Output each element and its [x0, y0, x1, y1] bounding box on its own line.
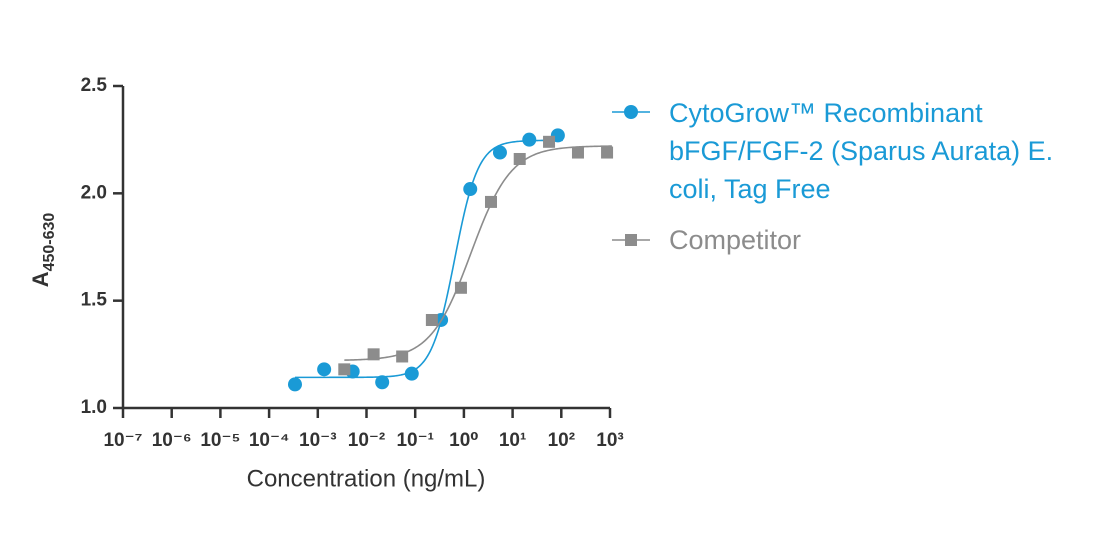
data-point	[375, 375, 390, 390]
data-point	[317, 362, 332, 377]
fit-curve	[344, 145, 612, 361]
x-tick-label: 10⁻⁵	[200, 430, 240, 451]
x-tick-label: 10¹	[499, 430, 526, 451]
data-point	[425, 313, 438, 326]
data-point	[454, 281, 467, 294]
data-point	[338, 363, 351, 376]
data-point	[543, 135, 556, 148]
x-tick-label: 10⁻⁴	[249, 430, 290, 451]
y-axis-label-subscript: 450-630	[41, 213, 58, 272]
data-point	[484, 195, 497, 208]
x-tick-label: 10⁻²	[348, 430, 386, 451]
data-point	[513, 152, 526, 165]
data-point	[522, 132, 537, 147]
data-point	[367, 348, 380, 361]
fit-curve	[294, 139, 563, 379]
y-tick-label: 1.0	[81, 397, 107, 418]
y-axis-label: A450-630	[28, 213, 58, 288]
data-point	[287, 377, 302, 392]
data-point	[396, 350, 409, 363]
legend-label: Competitor	[669, 225, 802, 255]
legend-label: CytoGrow™ Recombinant bFGF/FGF-2 (Sparus…	[669, 98, 1054, 204]
x-tick-label: 10⁻³	[299, 430, 337, 451]
y-tick-label: 2.0	[81, 182, 107, 203]
y-axis-label-main: A	[28, 271, 53, 287]
legend-marker	[625, 234, 637, 246]
data-point	[492, 145, 507, 160]
x-tick-label: 10⁻¹	[396, 430, 434, 451]
y-tick-label: 1.5	[81, 290, 108, 311]
data-point	[601, 146, 614, 159]
legend-marker	[624, 105, 638, 119]
data-point	[404, 366, 419, 381]
x-tick-label: 10⁻⁶	[152, 430, 192, 451]
x-tick-label: 10⁰	[449, 430, 478, 451]
y-tick-label: 2.5	[81, 75, 108, 96]
x-tick-label: 10³	[596, 430, 623, 451]
data-point	[463, 182, 478, 197]
x-tick-label: 10²	[548, 430, 575, 451]
x-tick-label: 10⁻⁷	[103, 430, 142, 451]
x-axis-label: Concentration (ng/mL)	[247, 465, 486, 492]
data-point	[571, 146, 584, 159]
